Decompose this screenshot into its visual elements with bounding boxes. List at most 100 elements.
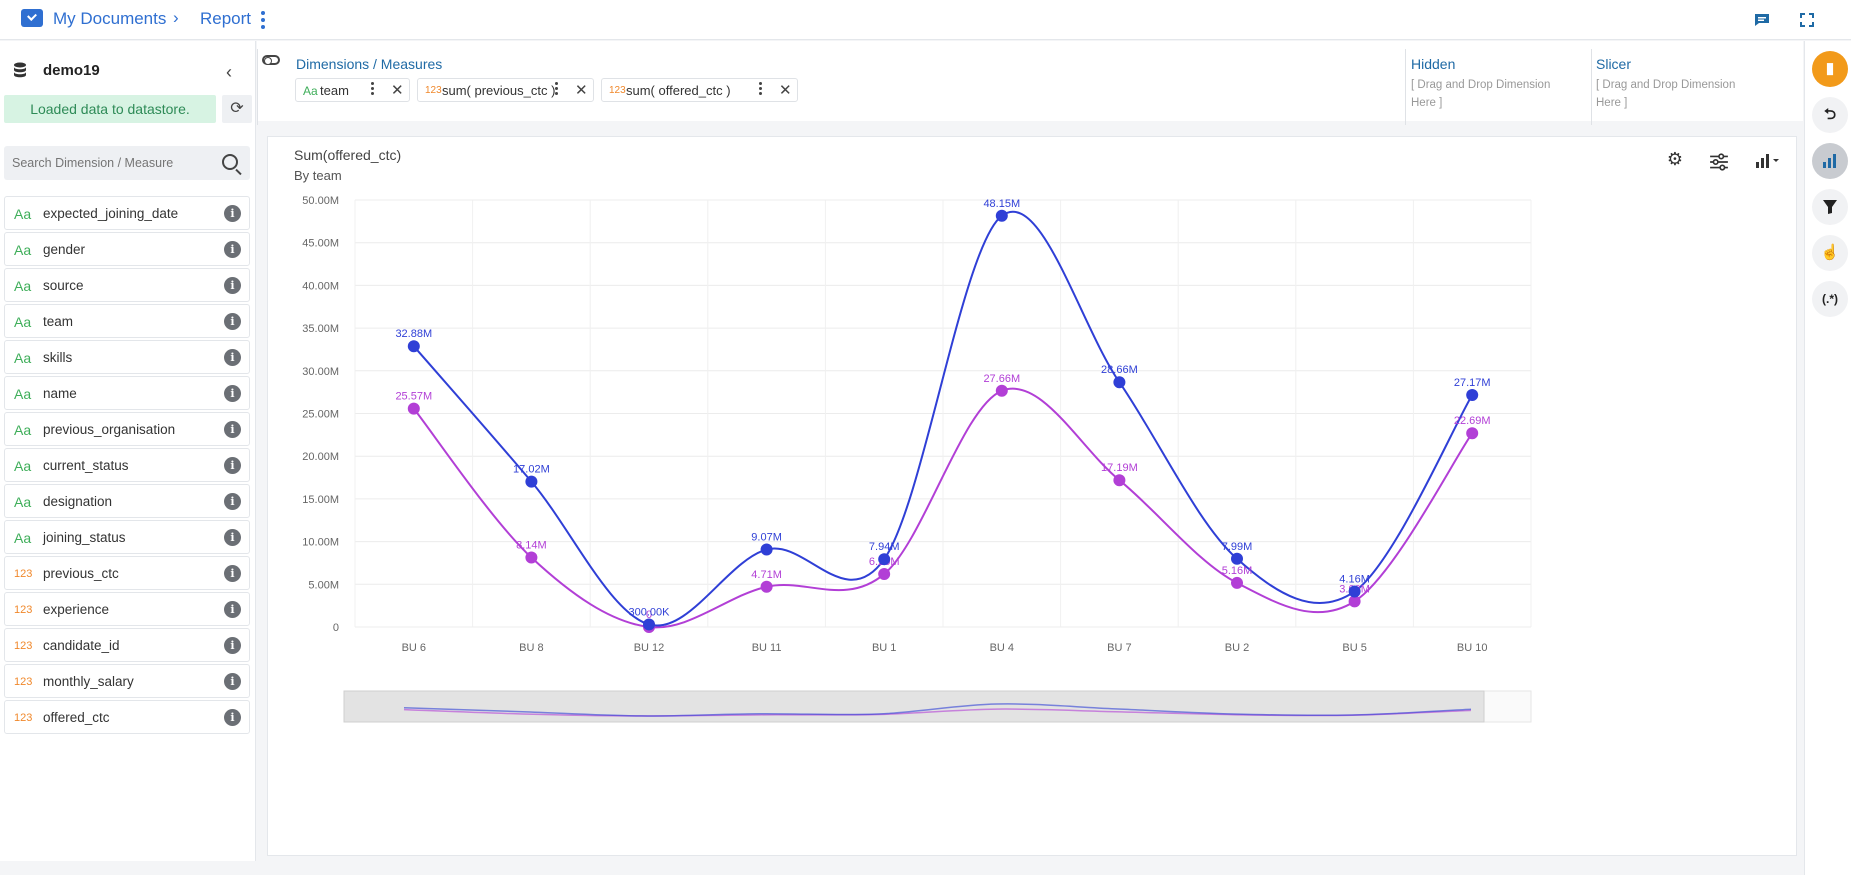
field-name: designation [43,494,113,509]
hidden-hint: [ Drag and Drop Dimension [1411,79,1551,91]
info-icon[interactable]: i [224,493,241,510]
folder-icon[interactable] [21,9,43,27]
back-arrow-icon[interactable]: ⮌ [1812,97,1848,133]
data-point [760,543,773,556]
data-label: 4.16M [1339,573,1370,585]
y-tick-label: 20.00M [302,451,339,463]
pill-menu-icon[interactable] [371,82,374,97]
field-item[interactable]: Aa team i [4,304,250,338]
left-panel: demo19 ‹ Loaded data to datastore. ⟳ Aae… [0,41,256,861]
field-item[interactable]: 123 experience i [4,592,250,626]
field-item[interactable]: Aa joining_status i [4,520,250,554]
regex-icon[interactable]: (.*) [1812,281,1848,317]
pill-measure[interactable]: 123 sum( previous_ctc ) ✕ [417,78,594,102]
field-item[interactable]: Aa designation i [4,484,250,518]
pill-measure[interactable]: 123 sum( offered_ctc ) ✕ [601,78,798,102]
pill-dimension[interactable]: Aa team ✕ [295,78,410,102]
close-icon[interactable]: ✕ [391,82,404,99]
info-icon[interactable]: i [224,241,241,258]
field-item[interactable]: 123 monthly_salary i [4,664,250,698]
field-item[interactable]: Aa skills i [4,340,250,374]
field-item[interactable]: Aa name i [4,376,250,410]
field-item[interactable]: 123 offered_ctc i [4,700,250,734]
info-icon[interactable]: i [224,637,241,654]
hidden-drop-zone[interactable]: [ Drag and Drop Dimension Here ] [1411,76,1550,112]
y-tick-label: 30.00M [302,366,339,378]
fullscreen-icon[interactable] [1799,13,1815,27]
info-icon[interactable]: i [224,205,241,222]
field-item[interactable]: Aa source i [4,268,250,302]
datastore-name: demo19 [43,62,100,79]
y-tick-label: 45.00M [302,238,339,250]
slicer-drop-zone[interactable]: [ Drag and Drop Dimension Here ] [1596,76,1735,112]
info-icon[interactable]: i [224,313,241,330]
field-item[interactable]: 123 candidate_id i [4,628,250,662]
comment-icon[interactable] [1754,13,1770,27]
info-icon[interactable]: i [224,349,241,366]
field-item[interactable]: Aa expected_joining_date i [4,196,250,230]
sliders-icon[interactable] [1709,152,1729,172]
text-type-icon: Aa [14,494,32,510]
pill-menu-icon[interactable] [759,82,762,97]
data-label: 9.07M [751,532,782,544]
chart-subtitle: By team [294,168,342,183]
field-name: skills [43,350,73,365]
field-item[interactable]: Aa current_status i [4,448,250,482]
hidden-title: Hidden [1411,56,1456,72]
right-rail: ▮ ⮌ ☝ (.*) [1804,41,1851,875]
pointer-hand-icon[interactable]: ☝ [1812,235,1848,271]
field-item[interactable]: Aa previous_organisation i [4,412,250,446]
divider [257,49,258,125]
text-type-icon: Aa [14,386,32,402]
info-icon[interactable]: i [224,277,241,294]
info-icon[interactable]: i [224,529,241,546]
refresh-button[interactable]: ⟳ [222,95,252,123]
field-item[interactable]: 123 previous_ctc i [4,556,250,590]
x-tick-label: BU 10 [1457,642,1488,654]
text-type-icon: Aa [303,84,318,98]
doc-icon[interactable]: ▮ [1812,51,1848,87]
divider [1591,49,1592,125]
collapse-panel-icon[interactable]: ‹ [226,62,232,82]
data-label: 17.19M [1101,462,1138,474]
data-label: 4.71M [751,569,782,581]
data-point [760,580,773,593]
search-input[interactable] [4,146,204,180]
text-type-icon: Aa [14,350,32,366]
line-chart[interactable]: 0 5.00M 10.00M 15.00M 20.00M 25.00M 30.00M 35.0… [268,137,1796,855]
data-point [1113,474,1126,487]
search-box [4,146,250,180]
drop-zones: Dimensions / Measures Aa team ✕ 123 sum( pre… [257,41,1803,125]
report-menu-icon[interactable] [261,11,265,29]
x-tick-label: BU 1 [872,642,896,654]
pill-menu-icon[interactable] [555,82,558,97]
data-point [1231,576,1243,589]
search-icon[interactable] [222,154,238,170]
bar-chart-icon[interactable] [1812,143,1848,179]
breadcrumb-report[interactable]: Report [200,9,252,28]
info-icon[interactable]: i [224,673,241,690]
text-type-icon: Aa [14,422,32,438]
database-icon [14,62,26,78]
breadcrumb-my-documents[interactable]: My Documents [53,9,167,28]
data-point [1348,585,1361,598]
settings-icon[interactable]: ⚙ [1666,149,1684,169]
range-selection [343,690,1485,723]
info-icon[interactable]: i [224,565,241,582]
filter-icon[interactable] [1812,189,1848,225]
info-icon[interactable]: i [224,421,241,438]
info-icon[interactable]: i [224,385,241,402]
close-icon[interactable]: ✕ [575,82,588,99]
toggle-icon[interactable] [262,55,280,65]
info-icon[interactable]: i [224,457,241,474]
data-point [407,402,420,415]
number-type-icon: 123 [425,85,442,96]
info-icon[interactable]: i [224,709,241,726]
chart-type-icon[interactable] [1755,151,1781,171]
info-icon[interactable]: i [224,601,241,618]
close-icon[interactable]: ✕ [779,82,792,99]
text-type-icon: Aa [14,314,32,330]
field-name: previous_organisation [43,422,176,437]
field-name: team [43,314,74,329]
field-item[interactable]: Aa gender i [4,232,250,266]
